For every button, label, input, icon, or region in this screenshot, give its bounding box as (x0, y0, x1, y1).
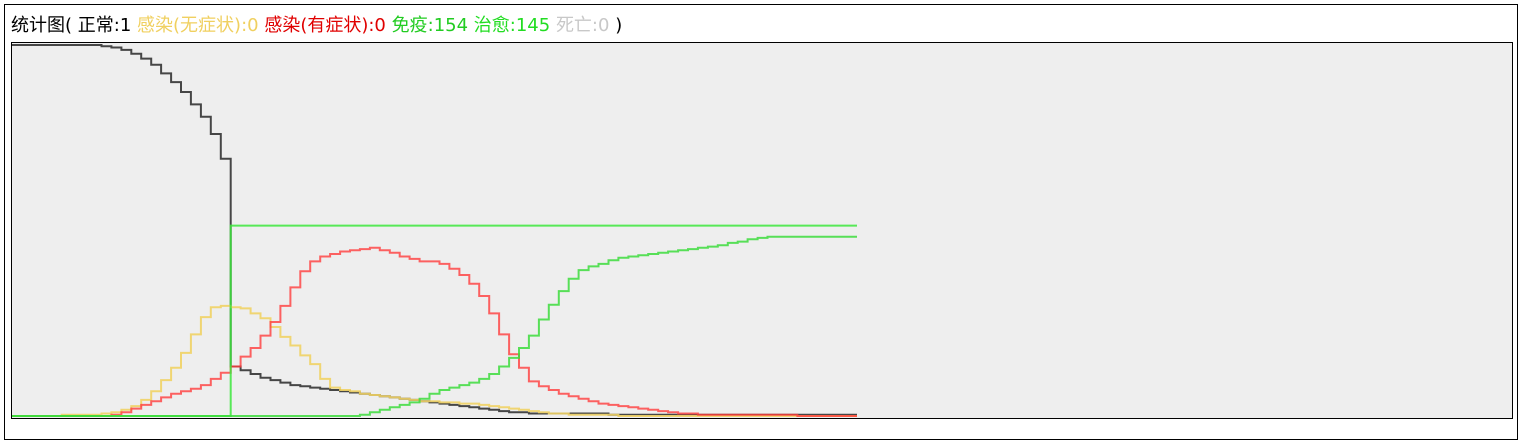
series-line-immune (12, 224, 857, 417)
series-line-infected-asym (12, 304, 857, 417)
header-suffix: ) (615, 15, 623, 36)
infected-asymptomatic-count: 感染(无症状):0 (137, 15, 259, 36)
plot-area (11, 42, 1513, 419)
cured-count: 治愈:145 (473, 15, 551, 36)
series-line-normal (12, 44, 857, 416)
infected-symptomatic-count: 感染(有症状):0 (264, 15, 386, 36)
stats-header: 统计图( 正常:1 感染(无症状):0 感染(有症状):0 免疫:154 治愈:… (11, 13, 622, 39)
chart-svg (12, 44, 857, 417)
header-prefix: 统计图( (11, 15, 73, 36)
immune-count: 免疫:154 (391, 15, 469, 36)
series-line-infected-sym (12, 246, 857, 417)
series-line-cured (12, 235, 857, 417)
dead-count: 死亡:0 (555, 15, 610, 36)
chart-frame: 统计图( 正常:1 感染(无症状):0 感染(有症状):0 免疫:154 治愈:… (4, 4, 1518, 440)
normal-count: 正常:1 (77, 15, 132, 36)
